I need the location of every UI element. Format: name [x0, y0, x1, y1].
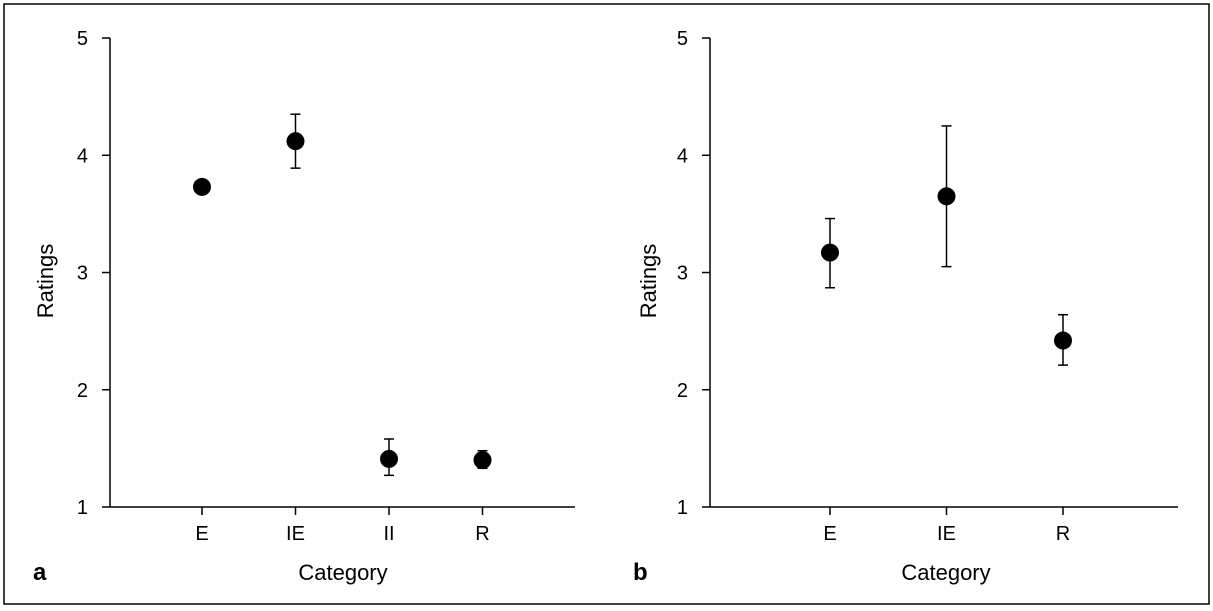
panel-a-data-point	[380, 449, 398, 468]
panel-b-x-axis-title: Category	[901, 560, 990, 585]
panel-b-y-tick-label: 2	[677, 380, 688, 402]
panel-b-marks: 1 2 3 4 5 E IE R	[677, 28, 1178, 545]
panel-a-y-tick-label: 1	[77, 497, 88, 519]
panel-b-chart: b Category Ratings 1 2 3 4 5 E IE R	[633, 28, 1178, 586]
panel-b-x-tick-label: E	[823, 523, 836, 545]
panel-b-data-point	[937, 187, 956, 206]
panel-b-letter: b	[633, 559, 648, 586]
panel-b-y-tick-label: 5	[677, 28, 688, 50]
panel-b-x-tick-label: IE	[937, 523, 956, 545]
panel-a-x-tick-label: E	[195, 523, 208, 545]
panel-a-data-point	[193, 177, 211, 196]
panel-b-y-tick-label: 1	[677, 497, 688, 519]
panel-a-data-point	[286, 132, 305, 151]
panel-b-data-point	[1054, 331, 1072, 350]
panel-a-y-tick-label: 2	[77, 380, 88, 402]
panel-a-marks: 1 2 3 4 5 E IE II R	[77, 28, 575, 545]
panel-b-x-tick-label: R	[1056, 523, 1070, 545]
panel-a-letter: a	[33, 559, 47, 586]
panel-a-y-axis-title: Ratings	[33, 244, 58, 319]
panel-b-y-tick-label: 4	[677, 145, 688, 167]
panel-a-chart: a Category Ratings 1 2 3 4 5 E IE II R	[33, 28, 575, 586]
panel-a-y-tick-label: 5	[77, 28, 88, 50]
panel-a-x-tick-label: II	[383, 523, 394, 545]
panel-a-x-axis-title: Category	[298, 560, 387, 585]
panel-a-x-tick-label: R	[475, 523, 489, 545]
panel-a-x-tick-label: IE	[286, 523, 305, 545]
panel-b-y-tick-label: 3	[677, 263, 688, 285]
figure-border	[3, 3, 1210, 605]
panel-b-data-point	[821, 243, 839, 262]
panel-a-data-point	[473, 451, 492, 470]
panel-a-y-tick-label: 3	[77, 263, 88, 285]
panel-b-y-axis-title: Ratings	[636, 244, 661, 319]
panel-a-y-tick-label: 4	[77, 145, 88, 167]
